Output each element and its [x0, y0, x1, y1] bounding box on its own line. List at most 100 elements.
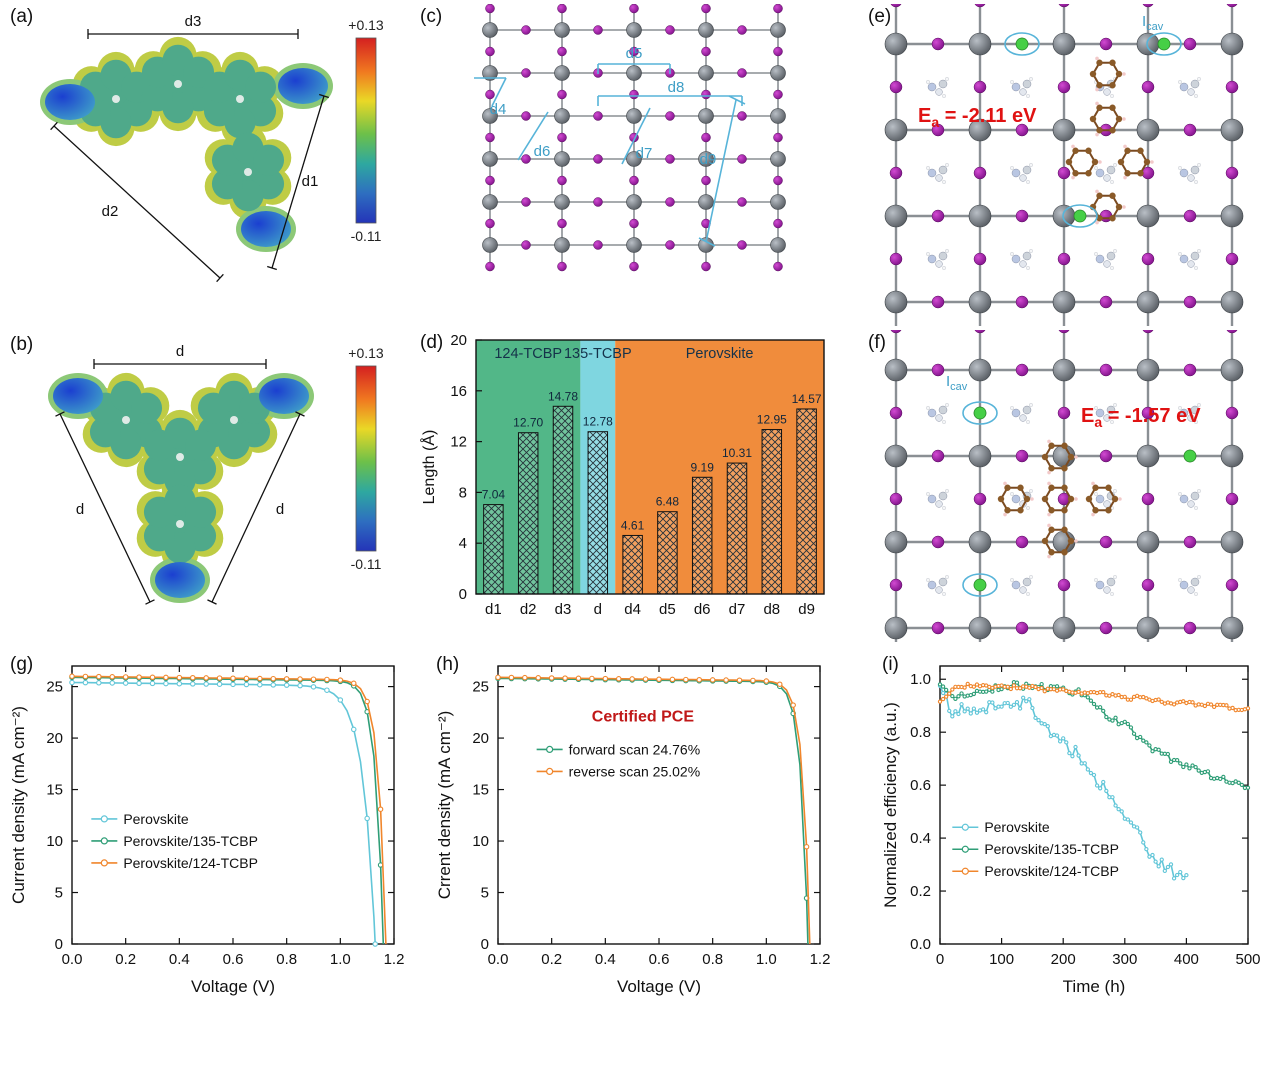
adsorption-lattice-135: Ea = -1.57 eV Icav	[884, 330, 1244, 642]
bar-value: 7.04	[482, 488, 506, 502]
panel-g-label: (g)	[10, 654, 34, 675]
bar-category: d8	[763, 601, 780, 618]
dimension-label: d3	[185, 13, 202, 30]
panel-b-label: (b)	[10, 334, 34, 355]
panel-h: (h) 0.0 0.2 0.4 0.6 0.8 1.0 1.2 0 5 10 15 20 25 Volta…	[434, 652, 834, 1002]
bar-value: 9.19	[691, 460, 715, 474]
svg-text:0.6: 0.6	[649, 951, 670, 968]
region-label: Perovskite	[686, 346, 754, 362]
tcbp-molecule	[1065, 56, 1154, 225]
series-line	[71, 676, 385, 945]
svg-text:0: 0	[936, 951, 944, 968]
bar-value: 12.78	[583, 415, 613, 429]
region-background	[615, 340, 824, 594]
svg-text:20: 20	[472, 730, 489, 747]
vacancy-circle	[1062, 204, 1098, 228]
colorbar-max-label: +0.13	[348, 17, 384, 33]
svg-text:500: 500	[1235, 951, 1260, 968]
activation-energy-label: Ea = -2.11 eV	[918, 105, 1037, 130]
svg-text:0.4: 0.4	[910, 830, 931, 847]
bar-category: d1	[485, 601, 502, 618]
panel-i-label: (i)	[882, 654, 899, 675]
y-axis-label: Length (Å)	[419, 430, 438, 505]
iodine-vacancy-atom	[973, 406, 987, 420]
panel-a-label: (a)	[10, 6, 34, 27]
legend-label: Perovskite/124-TCBP	[123, 855, 258, 871]
svg-text:15: 15	[46, 782, 63, 799]
dimension-label: d	[176, 343, 184, 360]
bar	[517, 432, 539, 595]
colorbar-max-label: +0.13	[348, 345, 384, 361]
iodine-vacancy-atom	[973, 578, 987, 592]
colorbar	[355, 37, 377, 224]
bar	[761, 429, 783, 595]
panel-e: (e) Ea = -2.11 eV Icav	[866, 4, 1262, 326]
svg-text:12: 12	[450, 434, 467, 451]
bar-category: d5	[659, 601, 676, 618]
svg-text:0: 0	[55, 936, 63, 953]
y-axis-label: Current density (mA cm⁻²)	[9, 706, 28, 904]
bar	[796, 408, 817, 595]
svg-text:0.2: 0.2	[115, 951, 136, 968]
svg-text:10: 10	[472, 833, 489, 850]
legend-label: reverse scan 25.02%	[569, 763, 701, 779]
distance-label: d8	[668, 79, 685, 96]
svg-text:1.0: 1.0	[756, 951, 777, 968]
icav-label: Icav	[946, 373, 968, 393]
legend-label: forward scan 24.76%	[569, 741, 701, 757]
iodine-vacancy-atom	[1015, 37, 1029, 51]
panel-c-label: (c)	[420, 6, 443, 27]
svg-text:1.0: 1.0	[330, 951, 351, 968]
esp-molecule	[40, 36, 333, 252]
svg-text:5: 5	[481, 885, 489, 902]
esp-map-124-tcbp: d3 d1 d2 +0.13 -0.11	[40, 13, 384, 283]
bar-category: d	[594, 601, 602, 618]
panel-a: (a) d3 d1 d2 +0.13 -0.11	[8, 4, 408, 326]
distance-label: d6	[534, 143, 551, 160]
colorbar-min-label: -0.11	[351, 228, 382, 244]
bar-category: d6	[694, 601, 711, 618]
iodine-vacancy-atom	[1157, 37, 1171, 51]
bar-category: d7	[729, 601, 746, 618]
vacancy-circle	[962, 401, 998, 425]
legend-label: Perovskite	[984, 819, 1050, 835]
svg-text:0.2: 0.2	[541, 951, 562, 968]
svg-text:25: 25	[472, 679, 489, 696]
svg-text:0.8: 0.8	[276, 951, 297, 968]
distance-label: d7	[636, 145, 653, 162]
adsorption-lattice-124: Ea = -2.11 eV Icav	[884, 4, 1244, 326]
svg-text:0.2: 0.2	[910, 883, 931, 900]
svg-text:25: 25	[46, 679, 63, 696]
region-label: 135-TCBP	[564, 346, 632, 362]
svg-text:0.0: 0.0	[488, 951, 509, 968]
colorbar-min-label: -0.11	[351, 556, 382, 572]
stability-chart: 0 100 200 300 400 500 0.0 0.2 0.4 0.6 0.8 1.0 Time (…	[881, 665, 1261, 996]
svg-text:4: 4	[459, 535, 467, 552]
panel-d-label: (d)	[420, 332, 444, 353]
series-line	[71, 681, 376, 945]
legend-label: Perovskite/135-TCBP	[984, 841, 1119, 857]
y-axis-label: Normalized efficiency (a.u.)	[881, 702, 900, 908]
bar	[622, 534, 643, 595]
distance-label: d4	[490, 101, 507, 118]
svg-text:1.0: 1.0	[910, 671, 931, 688]
x-axis-label: Voltage (V)	[617, 977, 701, 996]
bar	[483, 504, 504, 595]
lattice	[482, 4, 786, 272]
panel-f: (f) Ea = -1.57 eV Icav	[866, 330, 1262, 642]
legend-label: Perovskite	[123, 811, 189, 827]
jv-curves-chart: 0.0 0.2 0.4 0.6 0.8 1.0 1.2 0 5 10 15 20 25 Voltage (…	[9, 665, 404, 996]
y-axis-label: Crrent density (mA cm⁻²)	[435, 711, 454, 899]
svg-text:0: 0	[481, 936, 489, 953]
svg-text:20: 20	[450, 332, 467, 349]
series-line	[71, 675, 387, 945]
chart-annotation: Certified PCE	[592, 709, 695, 726]
iodine-vacancy-atom	[1073, 209, 1087, 223]
icav-label: Icav	[1142, 13, 1164, 33]
x-axis-label: Voltage (V)	[191, 977, 275, 996]
distance-label: d9	[700, 151, 717, 168]
length-bar-chart: 124-TCBP 135-TCBP Perovskite 7.04 d1 12.70 d2 1…	[419, 332, 825, 618]
bar-value: 12.95	[757, 413, 787, 427]
svg-text:200: 200	[1051, 951, 1076, 968]
bar	[726, 462, 748, 595]
